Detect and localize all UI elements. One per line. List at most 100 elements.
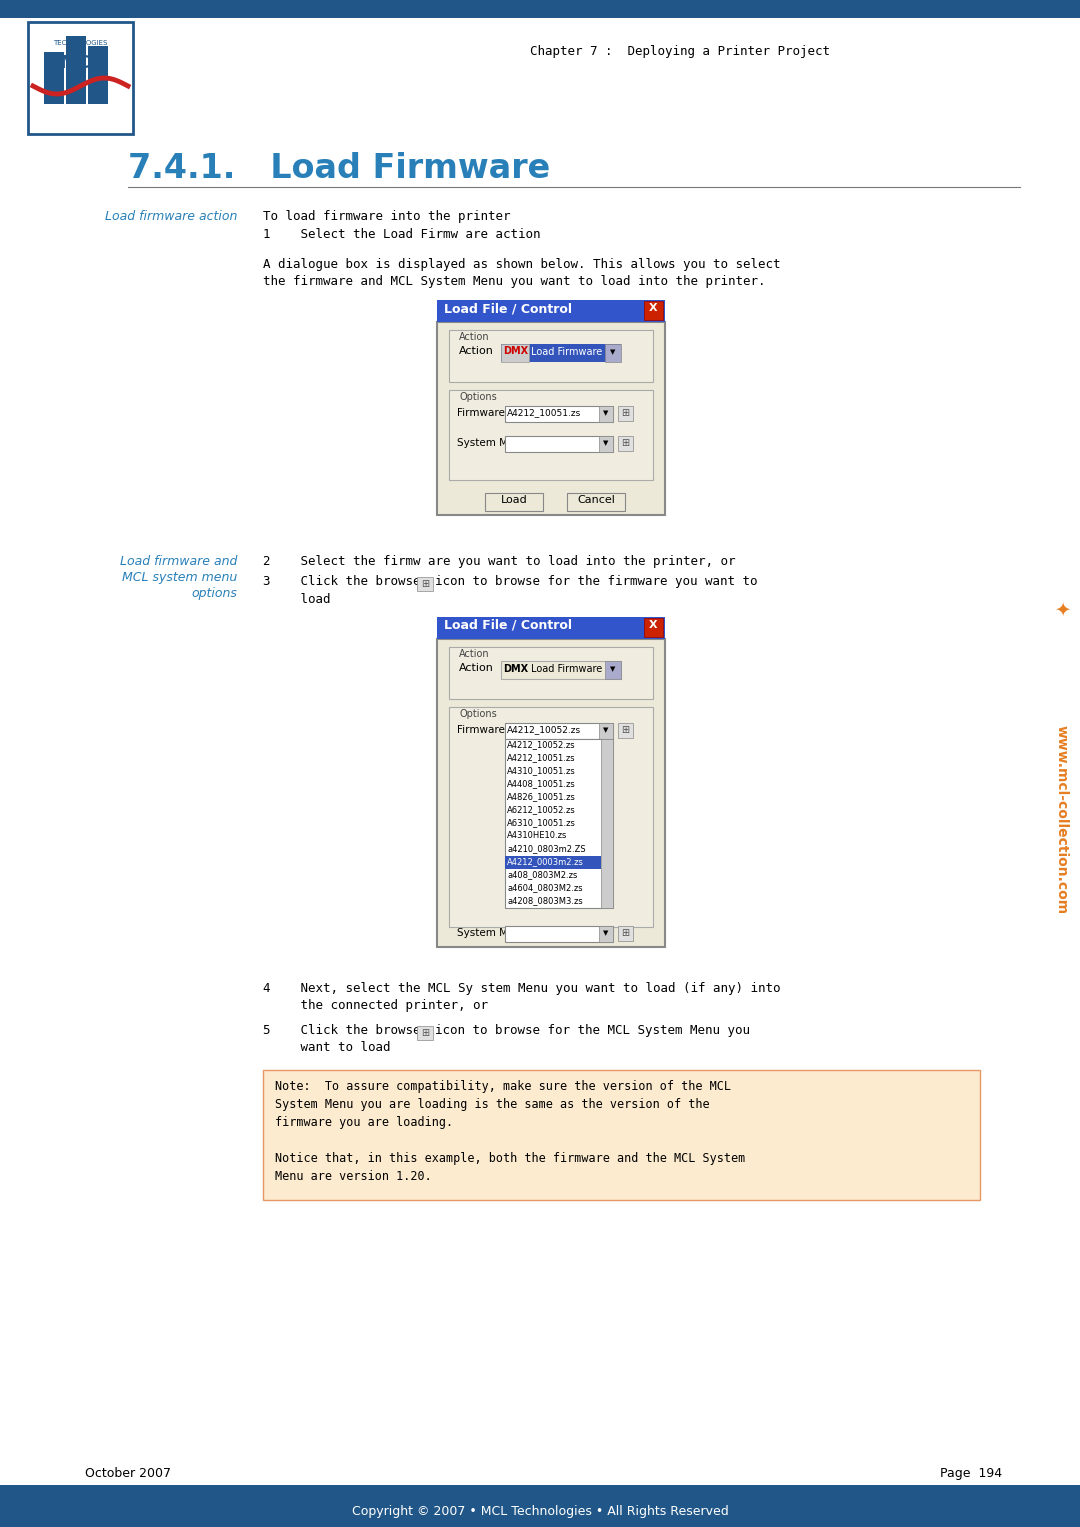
Bar [605, 344, 621, 362]
Bar [567, 493, 625, 512]
Text: MCL: MCL [59, 53, 102, 72]
Bar [449, 389, 653, 479]
Text: Options: Options [459, 392, 497, 402]
Bar [0, 1484, 1080, 1527]
Text: A dialogue box is displayed as shown below. This allows you to select: A dialogue box is displayed as shown bel… [264, 258, 781, 270]
Text: System MCL: System MCL [457, 438, 522, 447]
Bar [618, 437, 633, 450]
Text: TECHNOLOGIES: TECHNOLOGIES [53, 40, 108, 46]
Text: Options: Options [459, 709, 497, 719]
Bar [437, 638, 665, 947]
Text: ▼: ▼ [604, 930, 609, 936]
Text: Firmware: Firmware [457, 725, 504, 734]
Text: Copyright © 2007 • MCL Technologies • All Rights Reserved: Copyright © 2007 • MCL Technologies • Al… [352, 1506, 728, 1518]
Text: firmware you are loading.: firmware you are loading. [275, 1116, 454, 1128]
Text: ⊞: ⊞ [621, 408, 629, 418]
Text: A4212_10051.zs: A4212_10051.zs [507, 753, 576, 762]
Bar [505, 739, 613, 909]
Text: System Menu you are loading is the same as the version of the: System Menu you are loading is the same … [275, 1098, 710, 1112]
Text: ✦: ✦ [1054, 600, 1070, 620]
Bar [264, 1070, 980, 1200]
Bar [449, 707, 653, 927]
Text: A6212_10052.zs: A6212_10052.zs [507, 805, 576, 814]
Text: X: X [649, 620, 658, 631]
Text: 4    Next, select the MCL Sy stem Menu you want to load (if any) into: 4 Next, select the MCL Sy stem Menu you … [264, 982, 781, 996]
Text: Action: Action [459, 331, 489, 342]
Bar [600, 739, 613, 909]
Text: A4212_0003m2.zs: A4212_0003m2.zs [507, 857, 584, 866]
Text: a4210_0803m2.ZS: a4210_0803m2.ZS [507, 844, 585, 854]
Text: a4604_0803M2.zs: a4604_0803M2.zs [507, 883, 582, 892]
Bar [485, 493, 543, 512]
Text: the firmware and MCL System Menu you want to load into the printer.: the firmware and MCL System Menu you wan… [264, 275, 766, 289]
Text: ⊞: ⊞ [621, 928, 629, 938]
Bar [505, 925, 613, 942]
Text: DMX: DMX [503, 664, 528, 673]
Bar [618, 722, 633, 738]
Bar [505, 722, 613, 739]
Text: the connected printer, or: the connected printer, or [264, 999, 488, 1012]
Text: ▼: ▼ [604, 440, 609, 446]
Bar [449, 330, 653, 382]
Text: ▼: ▼ [604, 411, 609, 415]
Bar [505, 406, 613, 421]
Bar [501, 344, 529, 362]
Text: A4212_10052.zs: A4212_10052.zs [507, 725, 581, 734]
Text: Notice that, in this example, both the firmware and the MCL System: Notice that, in this example, both the f… [275, 1151, 745, 1165]
Bar [644, 301, 663, 321]
Text: Page  194: Page 194 [940, 1467, 1002, 1480]
Bar [599, 406, 613, 421]
Text: Chapter 7 :  Deploying a Printer Project: Chapter 7 : Deploying a Printer Project [530, 44, 831, 58]
Text: ▼: ▼ [610, 350, 616, 354]
Bar [605, 661, 621, 680]
Text: ⊞: ⊞ [621, 438, 629, 447]
Text: DMX: DMX [503, 347, 528, 356]
Text: Action: Action [459, 649, 489, 660]
Text: www.mcl-collection.com: www.mcl-collection.com [1055, 725, 1069, 915]
Text: 1    Select the Load Firmw are action: 1 Select the Load Firmw are action [264, 228, 540, 241]
Bar [501, 661, 621, 680]
Text: ⊞: ⊞ [621, 725, 629, 734]
Text: Load firmware and: Load firmware and [120, 554, 237, 568]
Text: A4212_10051.zs: A4212_10051.zs [507, 408, 581, 417]
Bar [599, 437, 613, 452]
Text: System MCL: System MCL [457, 928, 522, 938]
Bar [437, 322, 665, 515]
Text: October 2007: October 2007 [85, 1467, 171, 1480]
Text: Load Firmware: Load Firmware [531, 347, 603, 357]
Text: want to load: want to load [264, 1041, 391, 1054]
Bar [644, 618, 663, 637]
Bar [417, 577, 433, 591]
Text: 5    Click the browse: 5 Click the browse [264, 1025, 428, 1037]
Bar [437, 299, 665, 322]
Text: 3    Click the browse: 3 Click the browse [264, 576, 428, 588]
Text: a4208_0803M3.zs: a4208_0803M3.zs [507, 896, 583, 906]
Text: Load File / Control: Load File / Control [444, 302, 572, 315]
Bar [599, 722, 613, 739]
Bar [501, 344, 621, 362]
Bar [505, 437, 613, 452]
Text: Menu are version 1.20.: Menu are version 1.20. [275, 1170, 432, 1183]
Text: Load firmware action: Load firmware action [105, 211, 237, 223]
Text: Load File / Control: Load File / Control [444, 618, 572, 632]
Text: ▼: ▼ [610, 666, 616, 672]
Text: options: options [191, 586, 237, 600]
Text: icon to browse for the firmware you want to: icon to browse for the firmware you want… [435, 576, 757, 588]
Bar [618, 406, 633, 421]
Text: A4212_10052.zs: A4212_10052.zs [507, 741, 576, 750]
Text: Firmware: Firmware [457, 408, 504, 418]
Bar [417, 1026, 433, 1040]
Text: Cancel: Cancel [577, 495, 615, 505]
Text: 2    Select the firmw are you want to load into the printer, or: 2 Select the firmw are you want to load … [264, 554, 735, 568]
Text: To load firmware into the printer: To load firmware into the printer [264, 211, 511, 223]
Text: load: load [264, 592, 330, 606]
Text: ⊞: ⊞ [421, 1028, 429, 1038]
Bar [28, 21, 133, 134]
Bar [599, 925, 613, 942]
Text: Load: Load [501, 495, 527, 505]
Text: Note:  To assure compatibility, make sure the version of the MCL: Note: To assure compatibility, make sure… [275, 1080, 731, 1093]
Text: a408_0803M2.zs: a408_0803M2.zs [507, 870, 578, 880]
Text: ▼: ▼ [604, 727, 609, 733]
Text: A4310_10051.zs: A4310_10051.zs [507, 767, 576, 776]
Text: X: X [649, 302, 658, 313]
